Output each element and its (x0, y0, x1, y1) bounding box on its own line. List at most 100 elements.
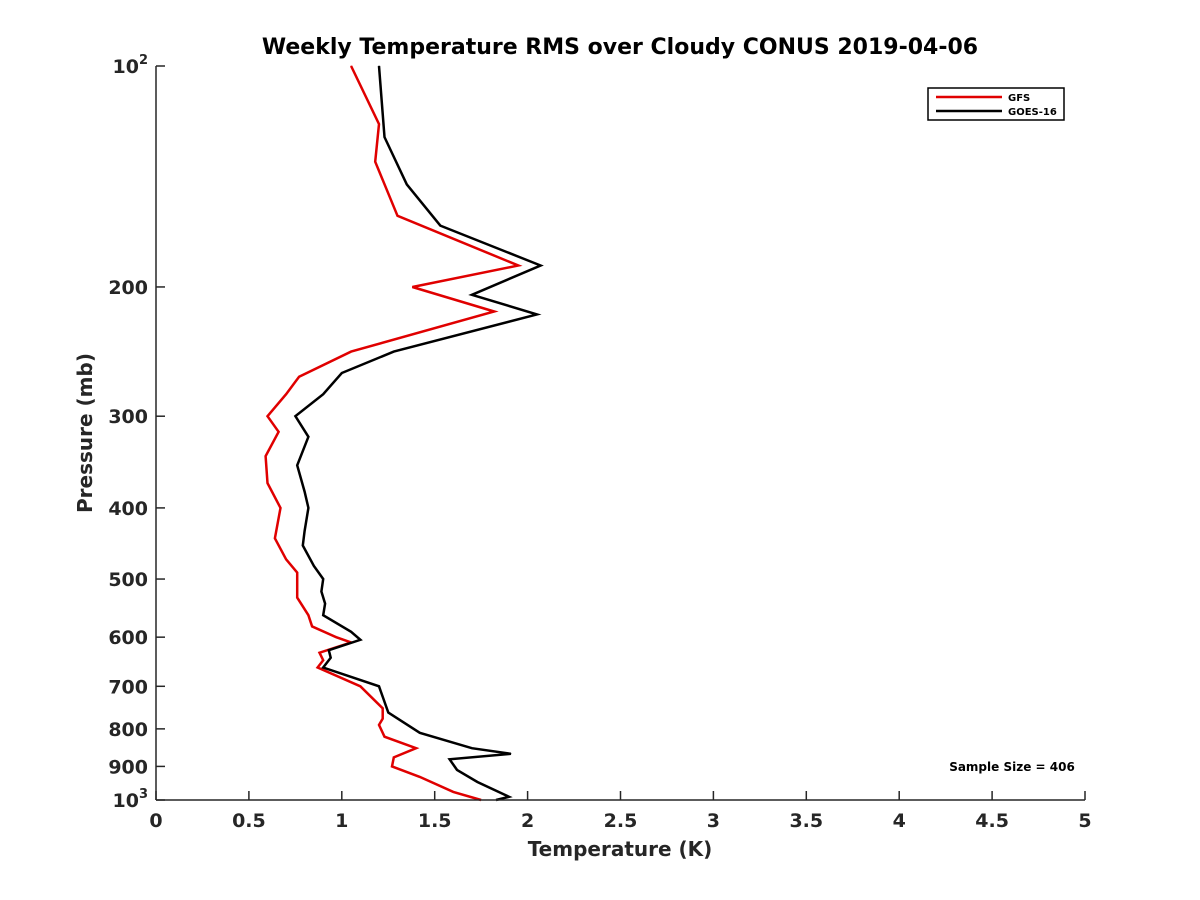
data-point (384, 736, 385, 738)
x-tick-label: 5 (1078, 810, 1091, 832)
data-point (265, 455, 267, 457)
data-point (536, 313, 538, 315)
data-point (322, 667, 324, 668)
data-point (374, 161, 376, 163)
data-point (359, 639, 361, 641)
legend-box (927, 87, 1065, 121)
y-tick-label: 103 (113, 787, 149, 812)
data-point (267, 482, 268, 484)
data-point (322, 578, 324, 580)
data-point (378, 65, 380, 67)
data-point (449, 758, 451, 760)
data-point (493, 311, 495, 312)
data-point (378, 685, 380, 687)
series-line-goes-16 (293, 65, 544, 802)
y-tick-label: 800 (108, 719, 148, 741)
data-point (350, 65, 352, 67)
data-point (397, 215, 398, 217)
data-point (382, 707, 384, 709)
x-tick-label: 0.5 (232, 810, 266, 832)
data-point (322, 659, 324, 661)
data-point (378, 123, 380, 125)
data-point (274, 537, 276, 539)
data-point (304, 491, 306, 493)
data-point (471, 747, 473, 749)
data-point (456, 769, 458, 771)
data-point (319, 652, 320, 654)
data-point (296, 572, 298, 574)
data-point (302, 545, 304, 546)
legend-label-gfs: GFS (1008, 93, 1030, 104)
data-point (419, 776, 421, 778)
data-point (307, 507, 309, 509)
data-point (307, 614, 309, 616)
x-axis-label: Temperature (K) (528, 837, 713, 861)
y-axis-label: Pressure (mb) (73, 353, 97, 513)
x-tick-label: 0 (149, 810, 162, 832)
y-tick-label: 200 (108, 277, 148, 299)
x-tick-label: 3 (707, 810, 720, 832)
data-point (324, 603, 326, 605)
data-point (471, 294, 473, 296)
data-point (267, 415, 268, 417)
y-tick-label: 400 (108, 498, 148, 520)
data-point (384, 136, 385, 138)
data-point (391, 765, 393, 767)
chart-title: Weekly Temperature RMS over Cloudy CONUS… (262, 35, 978, 60)
data-point (510, 753, 512, 755)
legend-label-goes16: GOES-16 (1008, 107, 1057, 118)
data-point (387, 712, 389, 713)
legend: GFS GOES-16 (927, 87, 1065, 121)
data-point (330, 657, 332, 659)
data-point (517, 265, 519, 266)
y-tick-label: 600 (108, 627, 148, 649)
data-point (540, 265, 542, 266)
y-tick-label: 900 (108, 756, 148, 778)
data-point (307, 436, 309, 438)
data-point (350, 631, 352, 633)
x-tick-label: 3.5 (789, 810, 823, 832)
x-tick-label: 1 (335, 810, 348, 832)
data-point (296, 597, 298, 599)
y-tick-label: 300 (108, 406, 148, 428)
data-point (378, 724, 380, 726)
data-point (415, 747, 417, 749)
data-point (452, 791, 454, 793)
data-point (393, 756, 395, 758)
data-point (298, 376, 300, 378)
data-point (294, 415, 296, 417)
x-tick-label: 2.5 (604, 810, 638, 832)
data-point (476, 781, 478, 783)
data-point (406, 183, 408, 185)
data-point (508, 796, 510, 798)
data-point (280, 507, 281, 509)
data-point (335, 636, 337, 638)
data-point (311, 625, 313, 627)
x-ticks: 0 0.5 1 1.5 2 2.5 3 3.5 4 4.5 5 (149, 791, 1092, 832)
y-tick-label: 102 (113, 53, 149, 78)
series-line-gfs (264, 65, 523, 802)
data-point (393, 351, 395, 353)
data-point (341, 372, 343, 374)
series-layer (264, 65, 544, 802)
data-point (350, 351, 352, 353)
y-tick-label: 700 (108, 676, 148, 698)
data-point (317, 667, 319, 668)
data-point (328, 649, 330, 651)
data-point (278, 431, 280, 433)
data-point (285, 558, 287, 560)
data-point (411, 286, 413, 288)
data-point (359, 685, 361, 687)
data-point (322, 393, 324, 395)
x-tick-label: 2 (521, 810, 534, 832)
data-point (304, 530, 306, 532)
x-tick-label: 4 (893, 810, 906, 832)
y-tick-label: 500 (108, 569, 148, 591)
data-point (296, 464, 298, 466)
data-point (285, 393, 287, 395)
x-tick-label: 4.5 (975, 810, 1009, 832)
x-tick-label: 1.5 (418, 810, 452, 832)
data-point (313, 565, 315, 567)
data-point (439, 225, 441, 227)
